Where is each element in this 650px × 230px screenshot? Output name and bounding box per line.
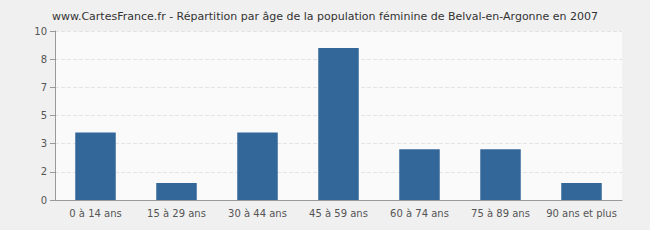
svg-text:0 à 14 ans: 0 à 14 ans: [69, 208, 121, 219]
svg-text:0: 0: [41, 195, 47, 206]
svg-text:www.CartesFrance.fr - Répartit: www.CartesFrance.fr - Répartition par âg…: [52, 10, 598, 23]
svg-text:2: 2: [41, 166, 47, 177]
svg-text:30 à 44 ans: 30 à 44 ans: [228, 208, 287, 219]
svg-text:90 ans et plus: 90 ans et plus: [546, 208, 617, 219]
svg-text:45 à 59 ans: 45 à 59 ans: [309, 208, 368, 219]
svg-text:7: 7: [41, 82, 47, 93]
svg-text:75 à 89 ans: 75 à 89 ans: [471, 208, 530, 219]
svg-text:10: 10: [34, 26, 47, 37]
svg-text:8: 8: [41, 54, 47, 65]
svg-text:5: 5: [41, 110, 47, 121]
svg-text:3: 3: [41, 138, 47, 149]
svg-text:15 à 29 ans: 15 à 29 ans: [147, 208, 206, 219]
svg-text:60 à 74 ans: 60 à 74 ans: [390, 208, 449, 219]
